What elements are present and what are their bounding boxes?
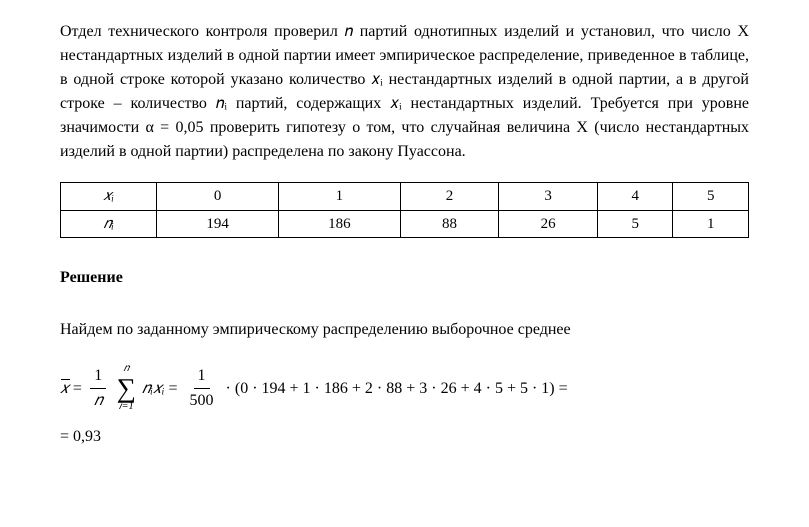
fraction-denominator: 𝑛 [90, 389, 107, 413]
fraction-1-over-500: 1 500 [186, 364, 218, 413]
xbar-symbol: 𝑥 [60, 377, 69, 401]
fraction-numerator: 1 [194, 364, 210, 389]
dot-operator: · [226, 377, 231, 401]
fraction-numerator: 1 [90, 364, 106, 389]
equals: = [73, 377, 82, 401]
table-cell: 88 [400, 210, 499, 238]
table-cell: 5 [673, 183, 749, 211]
table-cell: 0 [157, 183, 279, 211]
solution-intro: Найдем по заданному эмпирическому распре… [60, 318, 749, 342]
result-value: 0,93 [73, 428, 101, 445]
table-cell: 1 [673, 210, 749, 238]
row-label-n: 𝑛ᵢ [61, 210, 157, 238]
table-cell: 5 [597, 210, 673, 238]
solution-heading: Решение [60, 266, 749, 290]
table-cell: 194 [157, 210, 279, 238]
summation-symbol: 𝑛 ∑ 𝑖=1 [117, 364, 136, 412]
sigma-icon: ∑ [117, 375, 136, 402]
table-cell: 2 [400, 183, 499, 211]
equals: = [169, 377, 178, 401]
table-cell: 4 [597, 183, 673, 211]
table-cell: 186 [279, 210, 401, 238]
expansion: (0 · 194 + 1 · 186 + 2 · 88 + 3 · 26 + 4… [235, 377, 568, 401]
table-row: 𝑥ᵢ 0 1 2 3 4 5 [61, 183, 749, 211]
row-label-x: 𝑥ᵢ [61, 183, 157, 211]
sum-lower: 𝑖=1 [119, 402, 134, 412]
table-cell: 3 [499, 183, 598, 211]
fraction-denominator: 500 [186, 389, 218, 413]
sum-term: 𝑛ᵢ𝑥ᵢ [142, 377, 165, 401]
equals: = [60, 428, 69, 445]
mean-formula: 𝑥 = 1 𝑛 𝑛 ∑ 𝑖=1 𝑛ᵢ𝑥ᵢ = 1 500 · (0 · 194 … [60, 364, 749, 413]
distribution-table: 𝑥ᵢ 0 1 2 3 4 5 𝑛ᵢ 194 186 88 26 5 1 [60, 182, 749, 238]
fraction-1-over-n: 1 𝑛 [90, 364, 107, 413]
problem-statement: Отдел технического контроля проверил 𝑛 п… [60, 20, 749, 164]
table-row: 𝑛ᵢ 194 186 88 26 5 1 [61, 210, 749, 238]
mean-result: = 0,93 [60, 425, 749, 449]
table-cell: 26 [499, 210, 598, 238]
table-cell: 1 [279, 183, 401, 211]
